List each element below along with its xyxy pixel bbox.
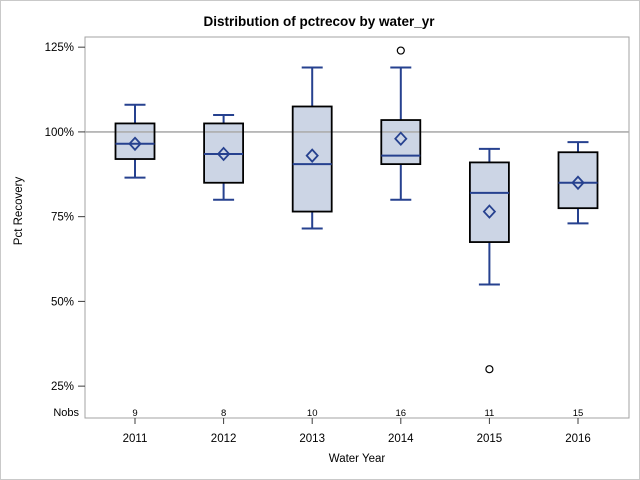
mean-diamond-2016: [571, 175, 585, 191]
plot-layer: 25% 50% 75% 100% 125% 9 2011 8 2012 10 2013 16 2014 1…: [45, 36, 630, 445]
x-tick-label-2014: 2014: [388, 433, 414, 445]
mean-diamond-2015: [482, 204, 497, 219]
nobs-value-2014: 16: [396, 408, 407, 419]
y-tick-label: 100%: [45, 127, 74, 139]
nobs-value-2016: 15: [573, 408, 584, 419]
y-tick-label: 125%: [45, 42, 74, 54]
x-axis-title: Water Year: [329, 453, 386, 465]
box-fill-2013: [292, 106, 332, 212]
mean-diamond-2014: [394, 131, 408, 147]
mean-diamond-2012: [216, 146, 231, 162]
mean-diamond-2013: [305, 148, 319, 163]
plot-area-frame: [84, 36, 630, 419]
nobs-value-2012: 8: [221, 408, 226, 419]
nobs-row-label: Nobs: [53, 407, 79, 419]
box-outline-2014: [380, 119, 422, 166]
outlier-marker-2015: [485, 365, 494, 374]
box-outline-2016: [557, 151, 599, 210]
nobs-value-2015: 11: [484, 408, 494, 419]
nobs-value-2013: 10: [307, 408, 318, 419]
box-fill-2011: [115, 123, 155, 160]
nobs-value-2011: 9: [132, 408, 137, 419]
x-tick-label-2016: 2016: [565, 433, 591, 445]
y-axis-title: Pct Recovery: [13, 177, 25, 246]
box-outline-2015: [468, 161, 510, 243]
y-tick-label: 75%: [51, 212, 74, 224]
x-tick-label-2011: 2011: [123, 433, 148, 445]
box-fill-2015: [469, 162, 509, 243]
box-fill-2016: [558, 152, 598, 209]
outlier-marker-2014: [396, 46, 405, 55]
y-tick-label: 25%: [51, 381, 74, 393]
mean-diamond-2011: [128, 136, 142, 152]
x-tick-label-2015: 2015: [477, 433, 503, 445]
x-tick-label-2012: 2012: [211, 433, 237, 445]
y-tick-label: 50%: [51, 296, 74, 308]
chart-title: Distribution of pctrecov by water_yr: [203, 14, 435, 29]
box-fill-2014: [381, 120, 421, 165]
box-outline-2011: [114, 122, 156, 160]
box-outline-2013: [291, 105, 333, 213]
x-tick-label-2013: 2013: [299, 433, 325, 445]
